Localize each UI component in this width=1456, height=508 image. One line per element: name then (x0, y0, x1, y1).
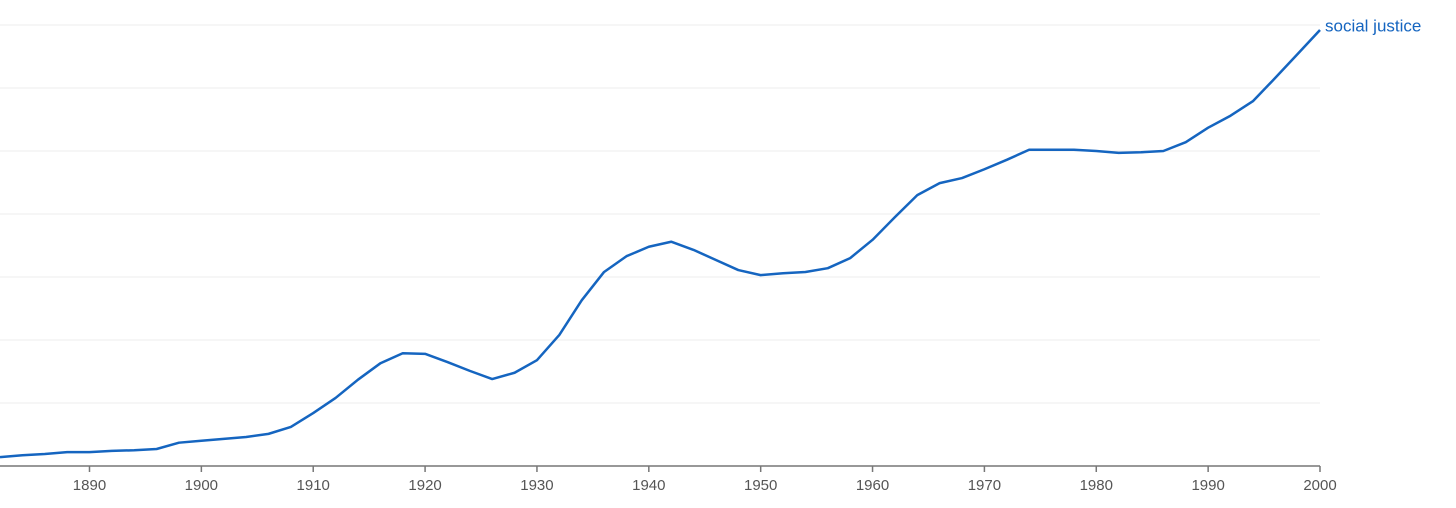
x-tick-label: 1890 (73, 477, 106, 494)
series-label: social justice (1325, 17, 1421, 36)
series-line (0, 29, 1321, 459)
x-tick-label: 1920 (408, 477, 441, 494)
x-tick-label: 1910 (297, 477, 330, 494)
x-tick-label: 1940 (632, 477, 665, 494)
x-tick-label: 1930 (520, 477, 553, 494)
x-tick-label: 1980 (1080, 477, 1113, 494)
x-tick-label: 1960 (856, 477, 889, 494)
x-tick-label: 2000 (1303, 477, 1336, 494)
x-tick-label: 1970 (968, 477, 1001, 494)
x-tick-label: 1950 (744, 477, 777, 494)
x-tick-label: 1990 (1191, 477, 1224, 494)
x-tick-label: 1900 (185, 477, 218, 494)
